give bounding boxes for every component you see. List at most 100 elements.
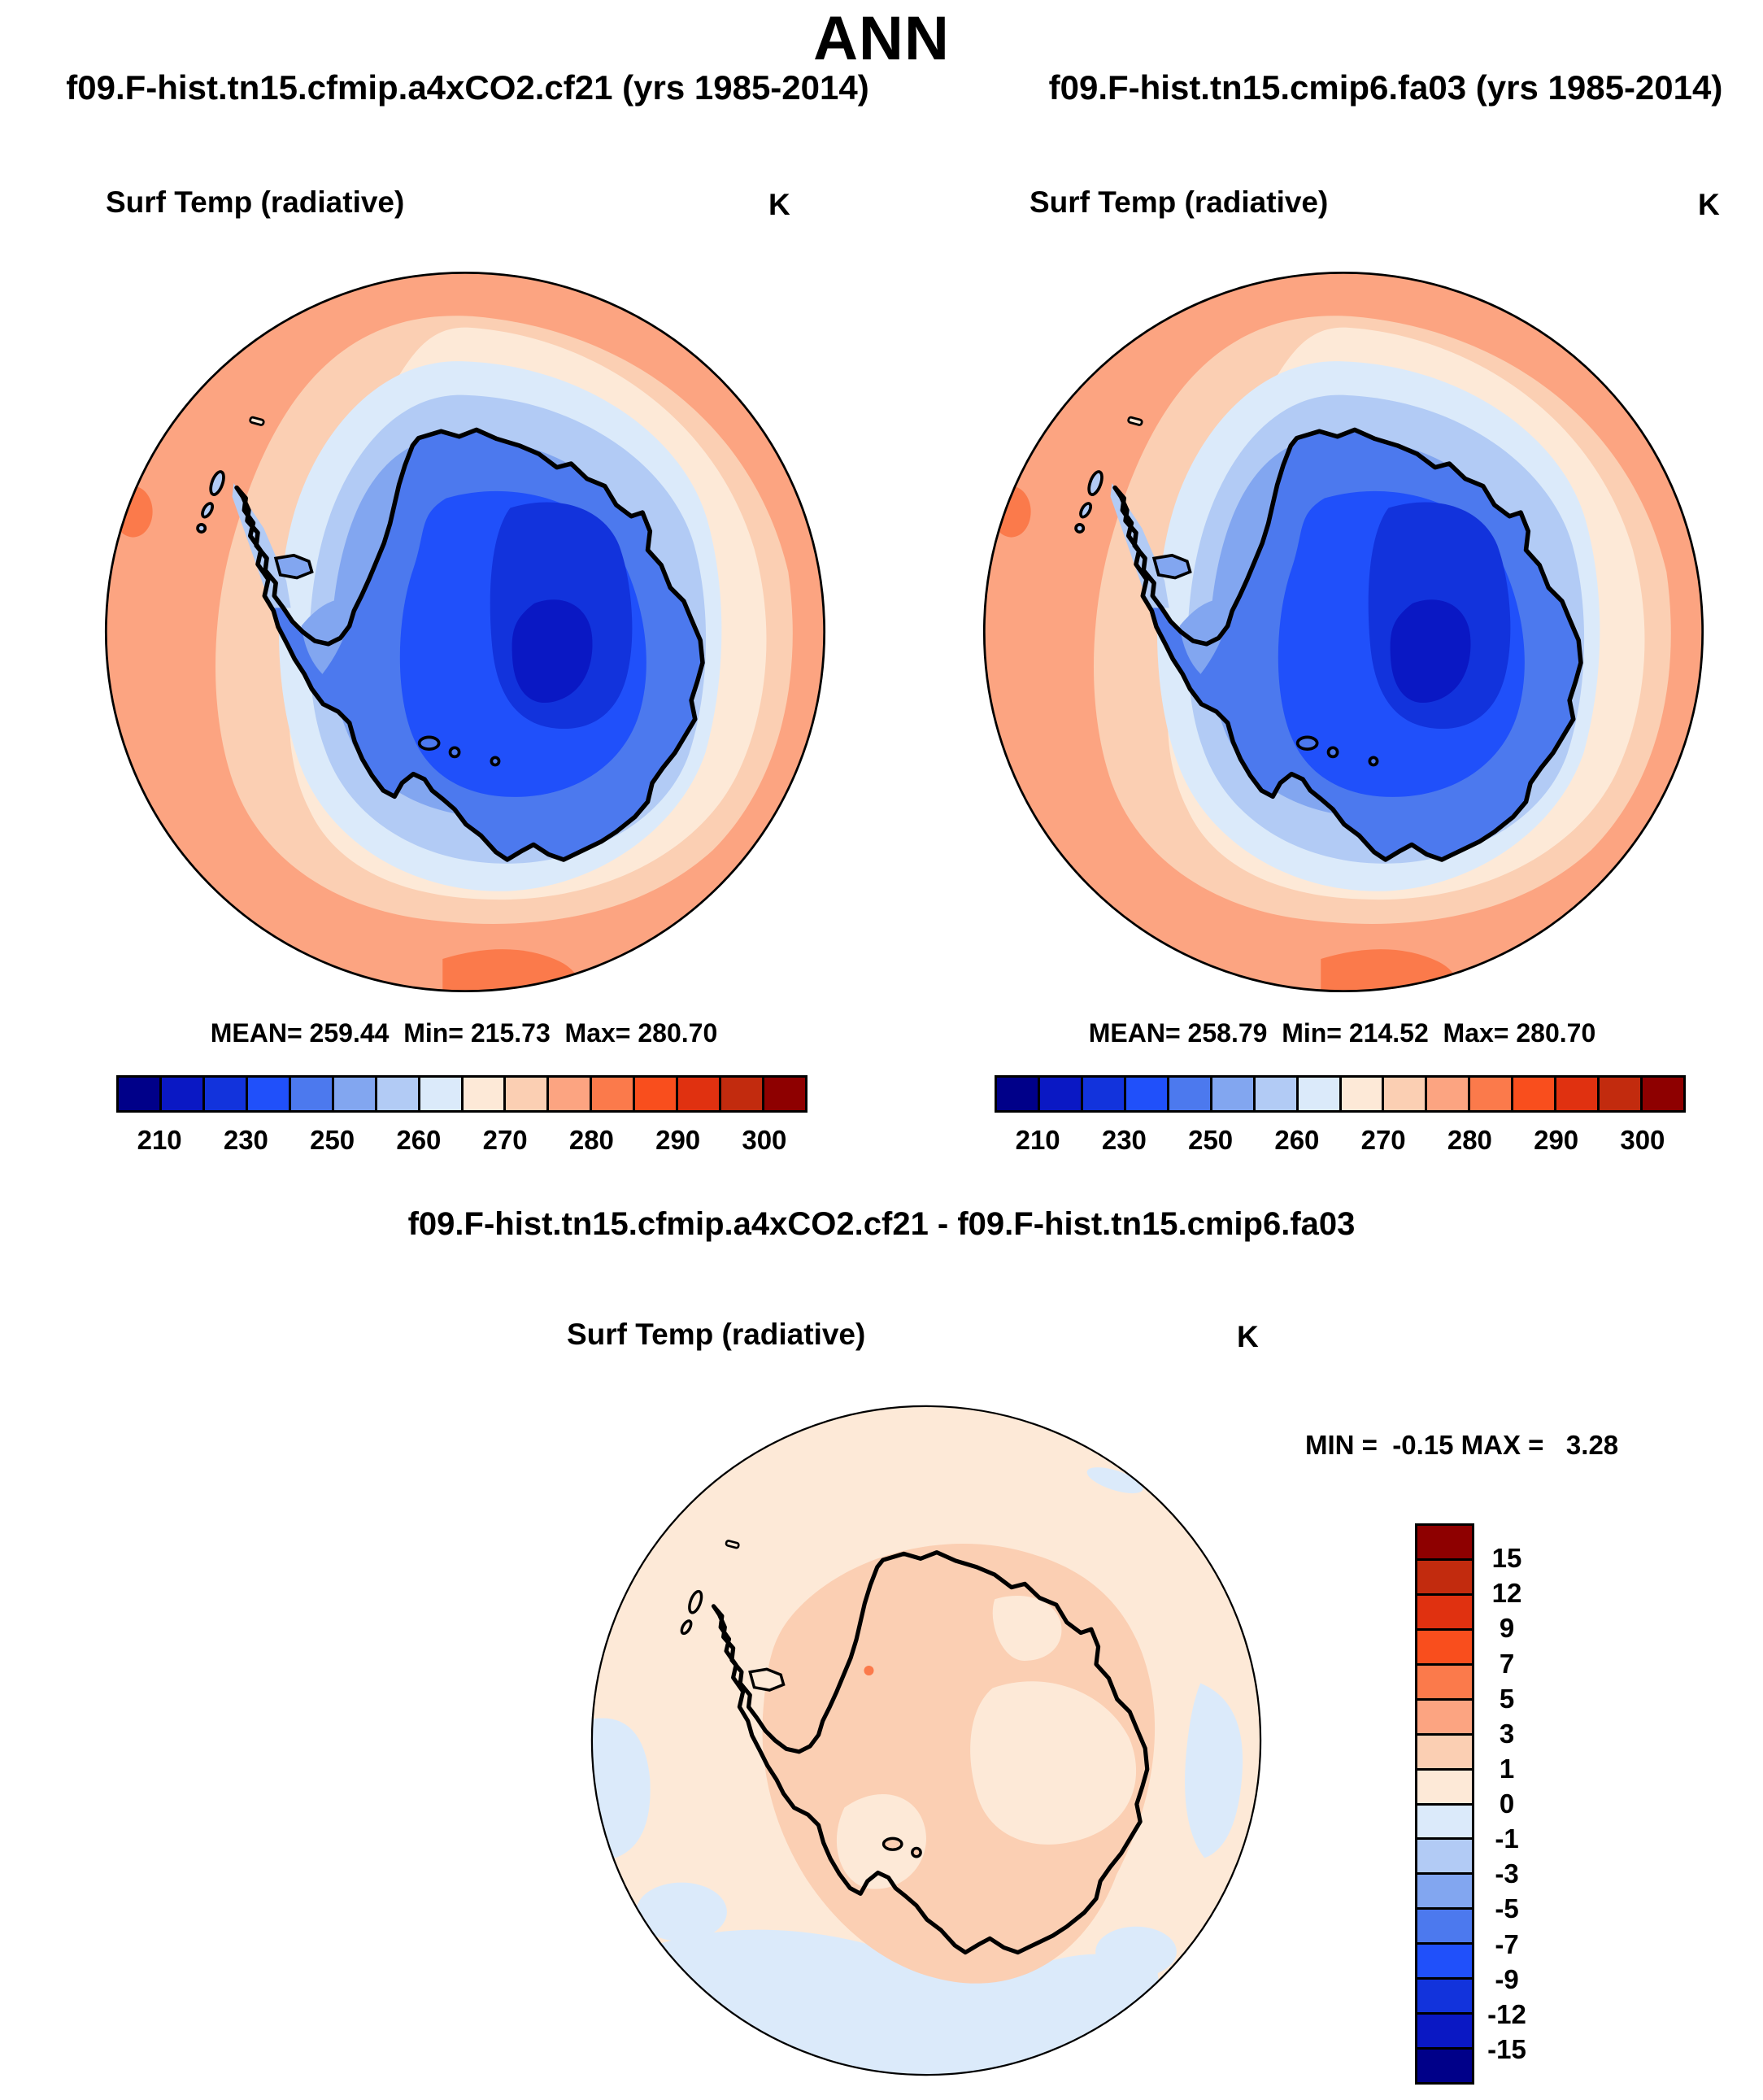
colorbar-cell — [1417, 2047, 1472, 2082]
colorbar-cell — [1554, 1078, 1598, 1110]
colorbar-cell — [288, 1078, 332, 1110]
left-units-label: K — [768, 188, 790, 221]
colorbar-tick-label: 270 — [1360, 1125, 1406, 1155]
right-colorbar — [995, 1075, 1686, 1113]
colorbar-cell — [1417, 2012, 1472, 2048]
colorbar-cell — [997, 1078, 1038, 1110]
right-temperature-map — [968, 256, 1719, 1008]
colorbar-tick-label: -7 — [1495, 1928, 1519, 1959]
colorbar-tick-label: 260 — [396, 1125, 442, 1155]
colorbar-tick-label: 1 — [1499, 1753, 1515, 1784]
colorbar-cell — [1417, 1662, 1472, 1698]
colorbar-tick-label: 0 — [1499, 1788, 1515, 1819]
colorbar-cell — [1417, 1977, 1472, 2013]
colorbar-cell — [1417, 1837, 1472, 1873]
colorbar-tick-label: 210 — [1015, 1125, 1060, 1155]
colorbar-tick-label: 210 — [137, 1125, 182, 1155]
figure-title: ANN — [813, 4, 950, 73]
colorbar-cell — [119, 1078, 159, 1110]
colorbar-cell — [1417, 1907, 1472, 1943]
colorbar-cell — [590, 1078, 633, 1110]
left-field-label: Surf Temp (radiative) — [106, 185, 405, 219]
colorbar-cell — [1417, 1802, 1472, 1838]
colorbar-tick-label: 7 — [1499, 1648, 1515, 1679]
colorbar-cell — [1640, 1078, 1683, 1110]
colorbar-tick-label: -1 — [1495, 1823, 1519, 1854]
colorbar-cell — [1597, 1078, 1641, 1110]
left-stats: MEAN= 259.44 Min= 215.73 Max= 280.70 — [210, 1018, 718, 1048]
colorbar-cell — [676, 1078, 720, 1110]
left-colorbar-ticks: 210 230 250 260 270 280 290 300 — [116, 1125, 807, 1157]
diff-colorbar — [1415, 1523, 1474, 2085]
colorbar-tick-label: 230 — [223, 1125, 268, 1155]
colorbar-tick-label: 270 — [482, 1125, 528, 1155]
colorbar-cell — [1417, 1872, 1472, 1908]
colorbar-cell — [374, 1078, 418, 1110]
diff-colorbar-labels: 15 12 9 7 5 3 1 0 -1 -3 -5 -7 -9 -12 -15 — [1458, 1523, 1556, 2085]
colorbar-cell — [1123, 1078, 1167, 1110]
colorbar-cell — [1417, 1592, 1472, 1628]
colorbar-tick-label: 3 — [1499, 1718, 1515, 1749]
colorbar-cell — [1382, 1078, 1426, 1110]
colorbar-cell — [1417, 1942, 1472, 1978]
colorbar-tick-label: 280 — [568, 1125, 614, 1155]
colorbar-tick-label: 250 — [310, 1125, 355, 1155]
left-temperature-map — [89, 256, 841, 1008]
colorbar-cell — [245, 1078, 289, 1110]
diff-minmax-stats: MIN = -0.15 MAX = 3.28 — [1305, 1430, 1619, 1460]
right-panel-title: f09.F-hist.tn15.cmip6.fa03 (yrs 1985-201… — [1048, 68, 1723, 107]
colorbar-cell — [1417, 1697, 1472, 1733]
colorbar-tick-label: 250 — [1188, 1125, 1234, 1155]
difference-map — [577, 1391, 1276, 2090]
colorbar-tick-label: -3 — [1495, 1858, 1519, 1889]
colorbar-cell — [1252, 1078, 1296, 1110]
colorbar-cell — [633, 1078, 677, 1110]
colorbar-cell — [202, 1078, 246, 1110]
colorbar-cell — [1511, 1078, 1555, 1110]
right-field-label: Surf Temp (radiative) — [1030, 185, 1329, 219]
diff-panel-title: f09.F-hist.tn15.cfmip.a4xCO2.cf21 - f09.… — [407, 1206, 1356, 1242]
colorbar-tick-label: 300 — [1620, 1125, 1665, 1155]
colorbar-cell — [1295, 1078, 1339, 1110]
colorbar-cell — [460, 1078, 504, 1110]
right-colorbar-ticks: 210 230 250 260 270 280 290 300 — [995, 1125, 1686, 1157]
colorbar-tick-label: -12 — [1487, 1998, 1526, 2029]
colorbar-cell — [1339, 1078, 1382, 1110]
colorbar-cell — [762, 1078, 805, 1110]
right-stats: MEAN= 258.79 Min= 214.52 Max= 280.70 — [1088, 1018, 1596, 1048]
colorbar-tick-label: -9 — [1495, 1963, 1519, 1994]
colorbar-tick-label: 260 — [1274, 1125, 1320, 1155]
colorbar-tick-label: 290 — [655, 1125, 701, 1155]
colorbar-cell — [1166, 1078, 1210, 1110]
colorbar-cell — [1425, 1078, 1469, 1110]
right-units-label: K — [1698, 188, 1720, 221]
colorbar-cell — [1417, 1767, 1472, 1803]
colorbar-cell — [1209, 1078, 1253, 1110]
diff-units-label: K — [1237, 1320, 1259, 1353]
colorbar-tick-label: 290 — [1534, 1125, 1579, 1155]
colorbar-cell — [719, 1078, 763, 1110]
colorbar-tick-label: 300 — [742, 1125, 787, 1155]
colorbar-cell — [1080, 1078, 1124, 1110]
colorbar-cell — [1417, 1627, 1472, 1663]
colorbar-tick-label: 230 — [1101, 1125, 1147, 1155]
colorbar-cell — [503, 1078, 547, 1110]
colorbar-cell — [1037, 1078, 1081, 1110]
diff-field-label: Surf Temp (radiative) — [567, 1318, 866, 1351]
colorbar-tick-label: 9 — [1499, 1613, 1515, 1644]
left-colorbar — [116, 1075, 807, 1113]
colorbar-tick-label: -15 — [1487, 2033, 1526, 2064]
colorbar-tick-label: 12 — [1491, 1578, 1522, 1609]
left-panel-title: f09.F-hist.tn15.cfmip.a4xCO2.cf21 (yrs 1… — [66, 68, 869, 107]
colorbar-cell — [159, 1078, 202, 1110]
colorbar-cell — [1417, 1732, 1472, 1768]
colorbar-cell — [1417, 1558, 1472, 1593]
colorbar-cell — [546, 1078, 590, 1110]
colorbar-cell — [417, 1078, 461, 1110]
colorbar-tick-label: 15 — [1491, 1543, 1522, 1574]
colorbar-tick-label: -5 — [1495, 1893, 1519, 1924]
colorbar-cell — [331, 1078, 375, 1110]
colorbar-cell — [1468, 1078, 1512, 1110]
colorbar-tick-label: 5 — [1499, 1683, 1515, 1714]
